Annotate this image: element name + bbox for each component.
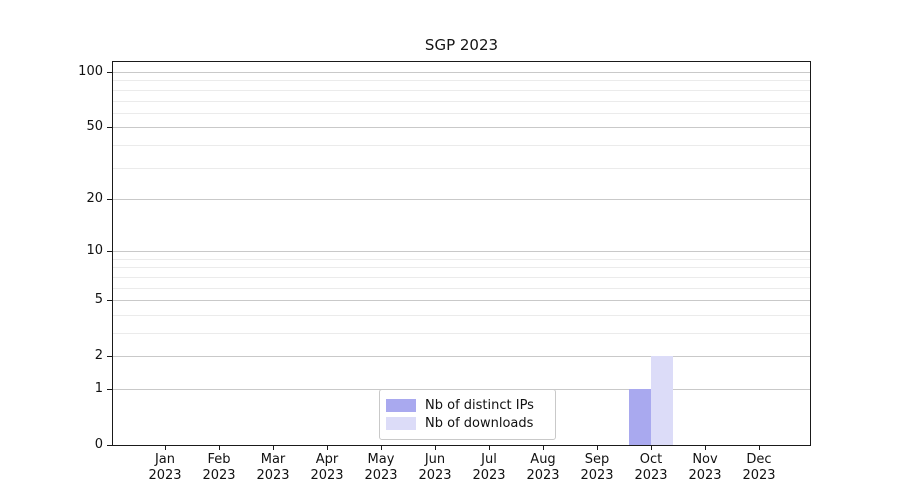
minor-gridline [113,89,810,91]
x-tick-month: Aug [530,452,556,467]
major-gridline [113,127,810,129]
x-tick-month: Feb [207,452,231,467]
x-tick-year: 2023 [472,468,506,483]
legend-swatch-downloads [386,417,416,430]
x-tick-mark [543,446,544,450]
x-tick-label: Feb 2023 [191,452,247,484]
x-tick-label: Dec 2023 [731,452,787,484]
x-tick-label: Oct 2023 [623,452,679,484]
x-tick-year: 2023 [634,468,668,483]
minor-gridline [113,276,810,278]
x-tick-mark [597,446,598,450]
minor-gridline [113,287,810,289]
y-tick-label: 50 [86,119,103,134]
major-gridline [113,251,810,253]
minor-gridline [113,258,810,260]
x-tick-month: Sep [584,452,610,467]
minor-gridline [113,314,810,316]
y-tick-label: 20 [86,191,103,206]
x-tick-year: 2023 [418,468,452,483]
x-tick-year: 2023 [526,468,560,483]
x-tick-mark [435,446,436,450]
x-tick-year: 2023 [202,468,236,483]
y-tick-label: 0 [94,437,103,452]
legend: Nb of distinct IPs Nb of downloads [379,389,556,440]
minor-gridline [113,333,810,334]
x-tick-label: May 2023 [353,452,409,484]
x-tick-label: Jan 2023 [137,452,193,484]
x-tick-mark [219,446,220,450]
x-tick-label: Jun 2023 [407,452,463,484]
y-tick-label: 10 [86,243,103,258]
x-tick-label: Aug 2023 [515,452,571,484]
y-tick-mark [107,199,112,200]
x-tick-mark [705,446,706,450]
major-gridline [113,356,810,358]
major-gridline [113,198,810,200]
chart-title: SGP 2023 [424,36,499,54]
legend-label: Nb of distinct IPs [425,398,534,413]
y-tick-label: 100 [78,64,103,79]
x-tick-month: Jun [424,452,446,467]
x-tick-month: Oct [639,452,663,467]
x-tick-mark [759,446,760,450]
x-tick-label: Sep 2023 [569,452,625,484]
x-tick-year: 2023 [364,468,398,483]
x-tick-month: Jan [154,452,176,467]
plot-area [112,61,811,446]
y-tick-mark [107,445,112,446]
minor-gridline [113,112,810,114]
x-tick-month: Jul [481,452,497,467]
y-tick-mark [107,389,112,390]
x-tick-label: Jul 2023 [461,452,517,484]
minor-gridline [113,267,810,269]
x-tick-month: Nov [692,452,718,467]
x-tick-mark [489,446,490,450]
x-tick-mark [165,446,166,450]
x-tick-mark [273,446,274,450]
minor-gridline [113,80,810,82]
x-tick-month: May [367,452,395,467]
x-tick-year: 2023 [256,468,290,483]
y-tick-mark [107,300,112,301]
y-tick-label: 2 [94,348,103,363]
x-tick-mark [381,446,382,450]
x-tick-year: 2023 [148,468,182,483]
x-tick-year: 2023 [742,468,776,483]
y-tick-mark [107,72,112,73]
x-tick-year: 2023 [580,468,614,483]
minor-gridline [113,167,810,169]
major-gridline [113,300,810,302]
x-tick-year: 2023 [310,468,344,483]
x-tick-label: Mar 2023 [245,452,301,484]
x-tick-month: Dec [746,452,772,467]
y-tick-label: 1 [94,381,103,396]
x-tick-mark [651,446,652,450]
x-tick-label: Nov 2023 [677,452,733,484]
legend-entry: Nb of distinct IPs [386,398,547,413]
x-tick-year: 2023 [688,468,722,483]
x-tick-month: Mar [260,452,286,467]
major-gridline [113,72,810,73]
bar-distinct-ips [629,389,651,445]
x-tick-mark [327,446,328,450]
legend-swatch-distinct-ips [386,399,416,412]
y-tick-mark [107,251,112,252]
minor-gridline [113,144,810,146]
y-tick-label: 5 [94,292,103,307]
y-tick-mark [107,356,112,357]
x-tick-month: Apr [315,452,339,467]
legend-entry: Nb of downloads [386,416,547,431]
y-tick-mark [107,127,112,128]
x-tick-label: Apr 2023 [299,452,355,484]
bar-downloads [651,356,673,445]
legend-label: Nb of downloads [425,416,534,431]
minor-gridline [113,100,810,102]
